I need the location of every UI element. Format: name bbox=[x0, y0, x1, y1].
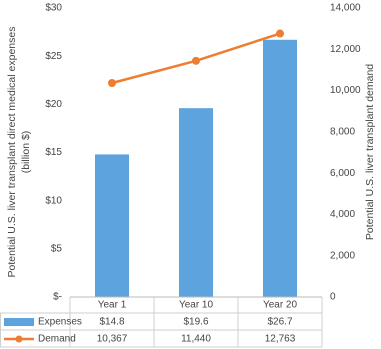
table-grid bbox=[0, 297, 323, 348]
yticks-label: $5 bbox=[51, 243, 63, 254]
marker bbox=[276, 29, 284, 38]
bar bbox=[95, 154, 129, 297]
y-axis-label: (billion $) bbox=[20, 131, 32, 174]
x-tick-label: Year 1 bbox=[98, 300, 127, 311]
y2ticks-label: 6,000 bbox=[330, 168, 355, 179]
table-value: $19.6 bbox=[183, 317, 208, 328]
yticks-label: $10 bbox=[45, 195, 62, 206]
x-tick-label: Year 20 bbox=[263, 300, 298, 311]
table-value: $26.7 bbox=[267, 317, 292, 328]
yticks-label: $25 bbox=[45, 51, 62, 62]
yticks-label: $- bbox=[53, 292, 62, 303]
y2ticks-label: 14,000 bbox=[330, 3, 361, 14]
y2ticks-label: 0 bbox=[330, 292, 336, 303]
y2ticks-label: 4,000 bbox=[330, 209, 355, 220]
table-value: 10,367 bbox=[97, 334, 128, 345]
y2ticks-label: 10,000 bbox=[330, 85, 361, 96]
yticks-label: $15 bbox=[45, 147, 62, 158]
x-tick-label: Year 10 bbox=[179, 300, 214, 311]
yticks-label: $20 bbox=[45, 99, 62, 110]
marker bbox=[108, 78, 116, 87]
legend-swatch bbox=[4, 318, 34, 326]
table-value: 11,440 bbox=[181, 334, 211, 345]
legend-label: Demand bbox=[38, 334, 76, 345]
table-value: 12,763 bbox=[265, 334, 296, 345]
y2ticks-label: 12,000 bbox=[330, 44, 361, 55]
table-value: $14.8 bbox=[99, 317, 124, 328]
yticks-label: $30 bbox=[45, 3, 62, 14]
y2ticks-label: 8,000 bbox=[330, 126, 355, 137]
y-axis-label: Potential U.S. liver transplant direct m… bbox=[6, 27, 18, 278]
legend-label: Expenses bbox=[38, 317, 82, 328]
marker bbox=[192, 56, 200, 65]
bar bbox=[179, 108, 213, 297]
y2-axis-label: Potential U.S. liver transplant demand bbox=[364, 64, 376, 240]
legend-swatch bbox=[15, 335, 23, 343]
y2ticks-label: 2,000 bbox=[330, 250, 355, 261]
bar bbox=[263, 39, 297, 297]
